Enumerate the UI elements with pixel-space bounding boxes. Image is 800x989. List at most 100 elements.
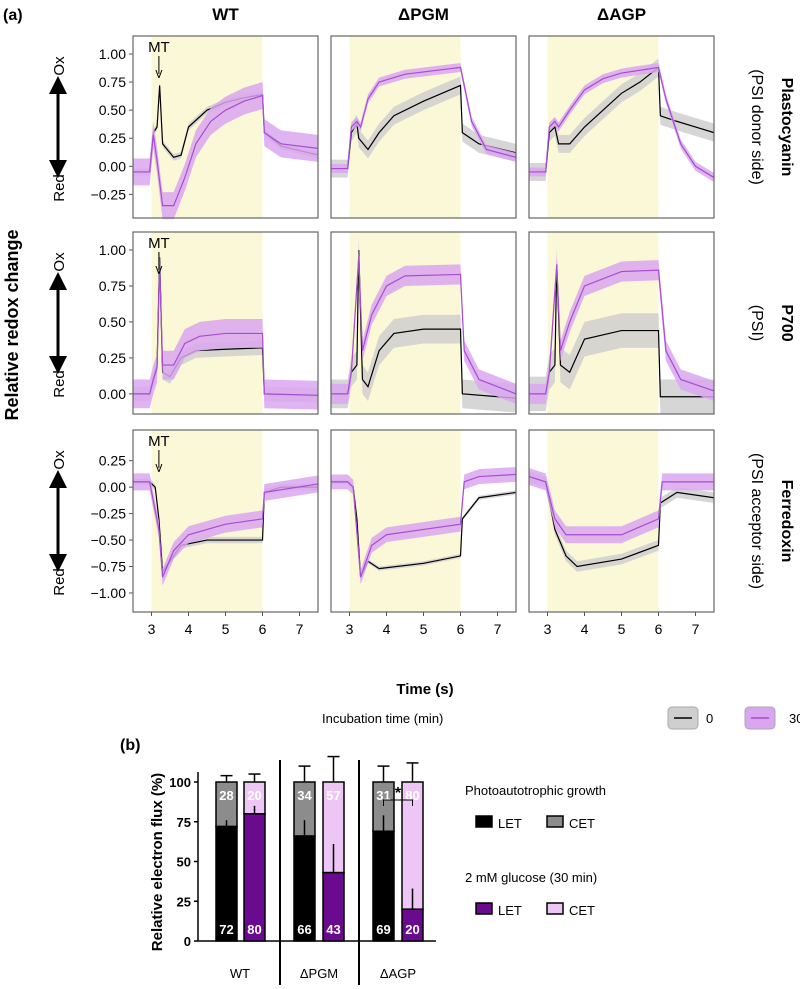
x-tick-label: 5 [420,621,428,637]
y-tick-label-b: 25 [177,894,191,909]
category-label: ΔPGM [300,966,338,981]
red-label: Red [51,174,68,202]
column-title: ΔAGP [597,5,646,24]
legend-b-label: CET [569,903,595,918]
y-tick-label: −0.25 [91,186,127,202]
y-tick-label: −0.25 [91,506,127,522]
x-tick-label: 7 [692,621,700,637]
series-line-30min [133,94,319,207]
y-tick-label: 1.00 [99,242,126,258]
subplot-frame [528,35,715,219]
series-line-0min [529,66,715,173]
y-axis-title-b: Relative electron flux (%) [149,773,166,951]
light-period-shading [349,36,461,218]
y-tick-label-b: 50 [177,855,191,870]
x-tick-label: 7 [296,621,304,637]
stacked-bar-ΔAGP: 31 69 [372,765,395,942]
series-line-30min [529,66,715,179]
panel-label-b: (b) [120,737,140,754]
x-axis-title: Time (s) [396,681,453,698]
x-tick-label: 4 [581,621,589,637]
ox-label: Ox [51,56,68,76]
category-label: ΔAGP [380,966,416,981]
column-title: ΔPGM [398,5,449,24]
x-tick-label: 3 [148,621,156,637]
legend-title: Incubation time (min) [322,711,443,726]
column-title: WT [212,5,239,24]
subplot-0-0 [132,35,319,220]
legend-label: 0 [706,711,713,726]
subplot-frame [330,231,517,415]
row-title: P700 [778,304,795,341]
mt-annotation: MT [148,39,170,56]
subplot-1-2 [528,231,715,415]
row-subtitle: (PSI) [748,305,765,341]
subplot-frame [330,35,517,219]
legend-b-swatch-CET [546,902,564,915]
y-tick-label: 0.00 [99,158,126,174]
category-label: WT [230,966,250,981]
subplot-0-1 [330,35,517,219]
y-tick-label: 0.25 [99,453,126,469]
error-band-30min [529,62,714,183]
subplot-2-0 [132,429,319,613]
ox-label: Ox [51,450,68,470]
stacked-bar-WT: 28 72 [215,774,238,942]
legend-b-swatch-CET [546,815,564,828]
legend-b-title: Photoautotrophic growth [465,783,606,798]
data-label-CET: 57 [326,788,340,803]
error-band-0min [529,471,714,572]
row-title: Ferredoxin [778,480,795,563]
row-title: Plastocyanin [778,78,795,177]
error-band-0min [331,76,516,178]
x-tick-label: 7 [494,621,502,637]
legend-label: 30 [789,711,800,726]
subplot-2-1 [330,429,517,613]
legend-b-swatch-LET [475,902,493,915]
mt-annotation: MT [148,235,170,252]
y-tick-label: 0.75 [99,74,126,90]
y-tick-label: 0.25 [99,130,126,146]
x-tick-label: 3 [544,621,552,637]
y-tick-label: 0.50 [99,102,126,118]
data-label-CET: 80 [405,788,419,803]
y-tick-label: 0.50 [99,314,126,330]
y-tick-label-b: 75 [177,815,191,830]
x-tick-label: 4 [185,621,193,637]
error-band-30min [133,473,318,586]
subplot-frame [132,35,319,219]
data-label-CET: 31 [376,788,390,803]
y-axis-title: Relative redox change [2,229,22,420]
subplot-2-2 [528,429,715,613]
data-label-LET: 69 [376,922,390,937]
x-tick-label: 5 [222,621,230,637]
ox-label: Ox [51,252,68,272]
subplot-frame [528,231,715,415]
data-label-LET: 20 [405,922,419,937]
error-band-30min [133,82,318,220]
series-line-30min [331,66,517,170]
row-subtitle: (PSI donor side) [748,69,765,185]
error-band-30min [529,468,714,544]
data-label-CET: 28 [219,788,233,803]
y-tick-label: −0.50 [91,532,127,548]
panel-label-a: (a) [3,7,23,24]
subplot-1-1 [330,231,517,415]
mt-annotation: MT [148,433,170,450]
data-label-LET: 72 [219,922,233,937]
stacked-bar-ΔPGM: 57 43 [322,755,345,942]
light-period-shading [547,36,659,218]
subplot-0-2 [528,35,715,219]
subplot-1-0 [132,231,319,415]
data-label-LET: 66 [297,922,311,937]
error-band-30min [331,247,516,404]
error-band-30min [331,467,516,585]
subplot-frame [132,231,319,415]
x-tick-label: 4 [383,621,391,637]
error-band-0min [331,235,516,413]
y-tick-label: −1.00 [91,585,127,601]
data-label-CET: 34 [297,788,312,803]
row-subtitle: (PSI acceptor side) [748,453,765,589]
